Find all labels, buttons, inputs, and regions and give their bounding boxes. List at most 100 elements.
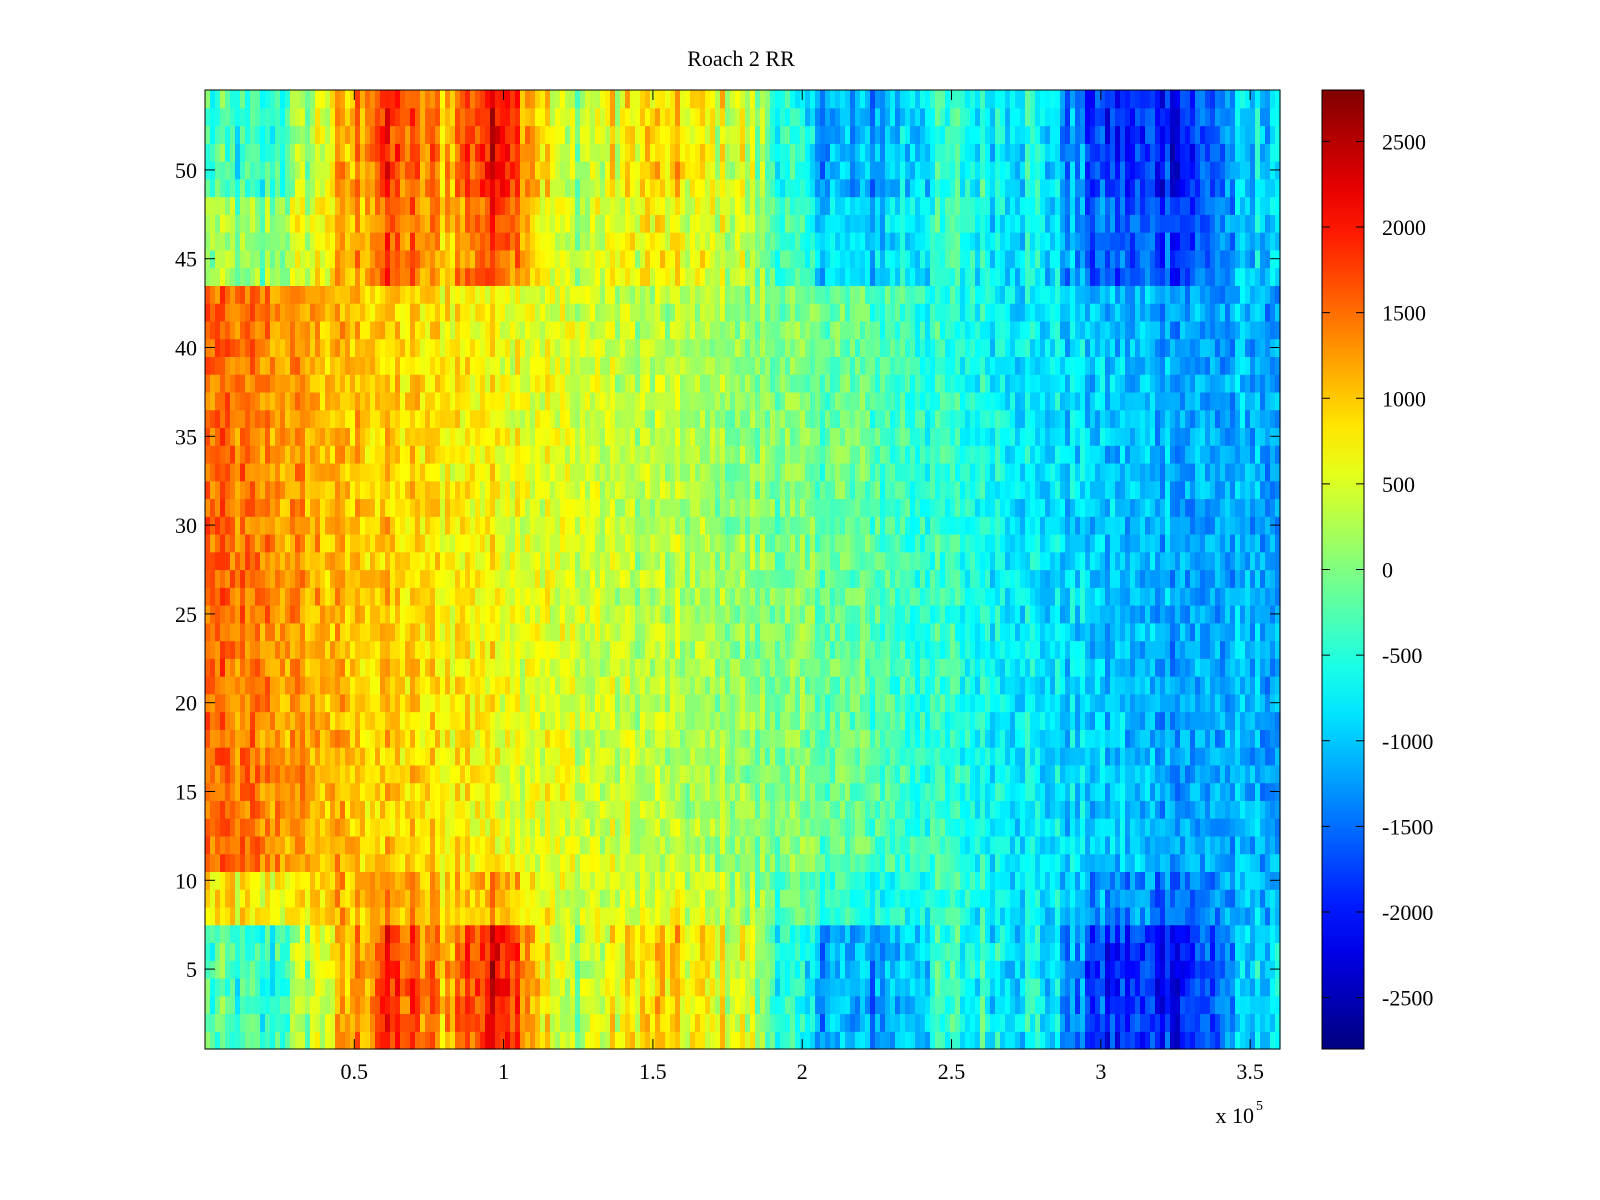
heatmap-cell [785,1031,791,1050]
heatmap-cell [700,977,706,997]
heatmap-cell [1150,747,1156,766]
heatmap-cell [445,942,451,961]
heatmap-cell [1215,764,1221,784]
heatmap-cell [940,1031,946,1050]
heatmap-cell [515,906,521,926]
heatmap-cell [875,640,881,659]
heatmap-cell [1185,942,1191,961]
heatmap-cell [665,871,671,890]
heatmap-cell [590,818,596,837]
heatmap-cell [870,835,876,855]
heatmap-cell [475,764,481,784]
heatmap-cell [970,835,976,855]
heatmap-cell [265,942,271,961]
heatmap-cell [1125,924,1131,944]
heatmap-cell [1230,960,1236,979]
heatmap-cell [560,658,566,677]
heatmap-cell [1025,942,1031,961]
heatmap-cell [385,658,391,677]
heatmap-cell [235,871,241,890]
heatmap-cell [1205,906,1211,926]
heatmap-cell [240,782,246,801]
heatmap-cell [1075,835,1081,855]
heatmap-cell [1130,818,1136,837]
heatmap-cell [410,747,416,766]
heatmap-cell [225,764,231,784]
heatmap-cell [895,942,901,961]
heatmap-cell [300,711,306,730]
heatmap-cell [630,1013,636,1032]
heatmap-cell [1190,1031,1196,1050]
heatmap-cell [1095,1031,1101,1050]
heatmap-cell [655,1031,661,1050]
heatmap-cell [850,729,856,748]
heatmap-cell [1255,995,1261,1015]
heatmap-cell [975,818,981,837]
heatmap-cell [680,729,686,748]
heatmap-cell [390,658,396,677]
heatmap-cell [490,658,496,677]
heatmap-cell [490,977,496,997]
heatmap-cell [340,871,346,890]
heatmap-cell [1015,729,1021,748]
heatmap-cell [1245,782,1251,801]
heatmap-cell [760,835,766,855]
heatmap-cell [655,782,661,801]
heatmap-cell [1180,818,1186,837]
heatmap-cell [1065,1031,1071,1050]
heatmap-cell [800,729,806,748]
heatmap-cell [1250,906,1256,926]
heatmap-cell [220,942,226,961]
heatmap-cell [530,871,536,890]
heatmap-cell [290,729,296,748]
heatmap-cell [995,1013,1001,1032]
heatmap-cell [690,640,696,659]
heatmap-cell [970,1013,976,1032]
heatmap-cell [290,871,296,890]
heatmap-cell [910,960,916,979]
heatmap-cell [1120,853,1126,873]
heatmap-cell [630,693,636,713]
heatmap-cell [765,640,771,659]
heatmap-cell [505,942,511,961]
heatmap-cell [475,995,481,1015]
heatmap-cell [550,889,556,908]
heatmap-cell [890,924,896,944]
heatmap-cell [1160,640,1166,659]
heatmap-cell [405,800,411,819]
heatmap-cell [235,1013,241,1032]
heatmap-cell [1245,1031,1251,1050]
heatmap-cell [1080,711,1086,730]
heatmap-cell [495,960,501,979]
heatmap-cell [370,800,376,819]
heatmap-cell [880,800,886,819]
heatmap-cell [275,906,281,926]
heatmap-cell [650,942,656,961]
heatmap-cell [1030,871,1036,890]
heatmap-cell [235,676,241,695]
heatmap-cell [920,1031,926,1050]
heatmap-cell [1210,800,1216,819]
heatmap-cell [400,764,406,784]
heatmap-cell [1045,800,1051,819]
heatmap-cell [580,853,586,873]
heatmap-cell [500,711,506,730]
heatmap-cell [1035,889,1041,908]
heatmap-cell [500,782,506,801]
heatmap-cell [335,942,341,961]
heatmap-cell [510,924,516,944]
heatmap-cell [380,711,386,730]
heatmap-cell [805,800,811,819]
heatmap-cell [965,693,971,713]
heatmap-cell [345,640,351,659]
heatmap-cell [275,853,281,873]
heatmap-cell [280,1031,286,1050]
heatmap-cell [905,1013,911,1032]
heatmap-cell [580,782,586,801]
heatmap-cell [1180,906,1186,926]
heatmap-cell [205,835,211,855]
heatmap-cell [300,764,306,784]
heatmap-cell [295,889,301,908]
heatmap-cell [280,729,286,748]
heatmap-cell [1020,640,1026,659]
